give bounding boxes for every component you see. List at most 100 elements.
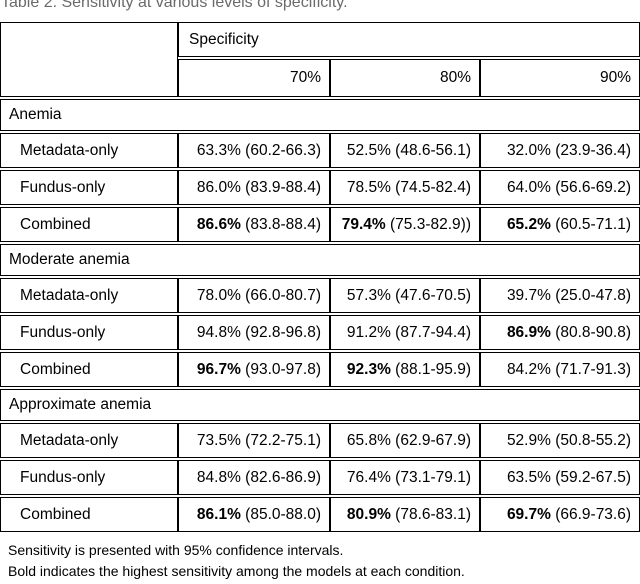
row-label: Metadata-only	[0, 278, 178, 313]
sensitivity-value: 76.4%	[346, 468, 391, 486]
confidence-interval: (59.2-67.5)	[550, 468, 632, 486]
sensitivity-value: 64.0%	[506, 178, 551, 196]
confidence-interval: (60.5-71.1)	[550, 215, 632, 233]
sensitivity-cell: 57.3% (47.6-70.5)	[330, 278, 480, 313]
confidence-interval: (92.8-96.8)	[240, 323, 321, 341]
sensitivity-value: 80.9%	[346, 505, 391, 523]
sensitivity-cell: 65.8% (62.9-67.9)	[330, 423, 480, 458]
column-headers-row: 70% 80% 90%	[0, 59, 640, 97]
corner-cell	[0, 22, 178, 97]
sensitivity-cell: 63.5% (59.2-67.5)	[480, 460, 640, 495]
confidence-interval: (75.3-82.9))	[385, 215, 471, 233]
sensitivity-value: 86.1%	[196, 505, 241, 523]
row-label: Metadata-only	[0, 133, 178, 168]
sensitivity-value: 78.0%	[196, 286, 241, 304]
row-label: Combined	[0, 497, 178, 532]
sensitivity-cell: 86.9% (80.8-90.8)	[480, 315, 640, 350]
confidence-interval: (83.8-88.4)	[240, 215, 321, 233]
table-caption-container: Table 2. Sensitivity at various levels o…	[0, 0, 640, 20]
sensitivity-cell: 39.7% (25.0-47.8)	[480, 278, 640, 313]
row-label: Combined	[0, 352, 178, 387]
sensitivity-value: 65.8%	[346, 431, 391, 449]
sensitivity-value: 65.2%	[506, 215, 551, 233]
table-row: Fundus-only 86.0% (83.9-88.4) 78.5% (74.…	[0, 170, 640, 205]
sensitivity-value: 86.0%	[196, 178, 241, 196]
confidence-interval: (23.9-36.4)	[550, 141, 632, 159]
table-row: Metadata-only 73.5% (72.2-75.1) 65.8% (6…	[0, 423, 640, 458]
confidence-interval: (66.0-80.7)	[240, 286, 321, 304]
sensitivity-value: 32.0%	[506, 141, 551, 159]
sensitivity-value: 52.9%	[506, 431, 551, 449]
table-caption: Table 2. Sensitivity at various levels o…	[1, 0, 348, 11]
confidence-interval: (71.7-91.3)	[550, 360, 632, 378]
sensitivity-cell: 86.6% (83.8-88.4)	[178, 207, 330, 242]
sensitivity-cell: 63.3% (60.2-66.3)	[178, 133, 330, 168]
sensitivity-value: 78.5%	[346, 178, 391, 196]
section-label: Moderate anemia	[0, 244, 640, 276]
confidence-interval: (25.0-47.8)	[550, 286, 632, 304]
sensitivity-value: 96.7%	[196, 360, 241, 378]
sensitivity-cell: 84.8% (82.6-86.9)	[178, 460, 330, 495]
sensitivity-value: 84.2%	[506, 360, 551, 378]
row-label: Combined	[0, 207, 178, 242]
sensitivity-value: 94.8%	[196, 323, 241, 341]
confidence-interval: (62.9-67.9)	[390, 431, 471, 449]
sensitivity-value: 69.7%	[506, 505, 551, 523]
confidence-interval: (73.1-79.1)	[390, 468, 471, 486]
table-row: Fundus-only 94.8% (92.8-96.8) 91.2% (87.…	[0, 315, 640, 350]
confidence-interval: (88.1-95.9)	[390, 360, 471, 378]
sensitivity-value: 57.3%	[346, 286, 391, 304]
sensitivity-cell: 78.0% (66.0-80.7)	[178, 278, 330, 313]
table-row: Metadata-only 63.3% (60.2-66.3) 52.5% (4…	[0, 133, 640, 168]
confidence-interval: (83.9-88.4)	[240, 178, 321, 196]
sensitivity-cell: 65.2% (60.5-71.1)	[480, 207, 640, 242]
sensitivity-cell: 69.7% (66.9-73.6)	[480, 497, 640, 532]
section-label: Approximate anemia	[0, 389, 640, 421]
sensitivity-cell: 94.8% (92.8-96.8)	[178, 315, 330, 350]
sensitivity-cell: 52.9% (50.8-55.2)	[480, 423, 640, 458]
sensitivity-cell: 86.1% (85.0-88.0)	[178, 497, 330, 532]
sensitivity-cell: 86.0% (83.9-88.4)	[178, 170, 330, 205]
sensitivity-cell: 76.4% (73.1-79.1)	[330, 460, 480, 495]
footnote-confidence-intervals: Sensitivity is presented with 95% confid…	[8, 542, 344, 558]
table-row: Combined 86.6% (83.8-88.4) 79.4% (75.3-8…	[0, 207, 640, 242]
sensitivity-value: 39.7%	[506, 286, 551, 304]
table-row: Combined 96.7% (93.0-97.8) 92.3% (88.1-9…	[0, 352, 640, 387]
sensitivity-table: Specificity 70% 80% 90% Anemia Metadata-…	[0, 20, 640, 534]
sensitivity-value: 86.6%	[196, 215, 241, 233]
sensitivity-cell: 32.0% (23.9-36.4)	[480, 133, 640, 168]
section-row-moderate-anemia: Moderate anemia	[0, 244, 640, 276]
row-label: Fundus-only	[0, 315, 178, 350]
sensitivity-cell: 91.2% (87.7-94.4)	[330, 315, 480, 350]
confidence-interval: (47.6-70.5)	[390, 286, 471, 304]
confidence-interval: (74.5-82.4)	[390, 178, 471, 196]
sensitivity-value: 63.3%	[196, 141, 241, 159]
sensitivity-cell: 78.5% (74.5-82.4)	[330, 170, 480, 205]
confidence-interval: (78.6-83.1)	[390, 505, 471, 523]
confidence-interval: (48.6-56.1)	[390, 141, 471, 159]
sensitivity-cell: 92.3% (88.1-95.9)	[330, 352, 480, 387]
sensitivity-cell: 84.2% (71.7-91.3)	[480, 352, 640, 387]
footnote-bold-meaning: Bold indicates the highest sensitivity a…	[8, 563, 465, 579]
sensitivity-value: 91.2%	[346, 323, 391, 341]
section-row-anemia: Anemia	[0, 99, 640, 131]
col-header-90: 90%	[480, 59, 640, 97]
sensitivity-value: 84.8%	[196, 468, 241, 486]
table-row: Fundus-only 84.8% (82.6-86.9) 76.4% (73.…	[0, 460, 640, 495]
confidence-interval: (60.2-66.3)	[240, 141, 321, 159]
sensitivity-cell: 79.4% (75.3-82.9))	[330, 207, 480, 242]
sensitivity-value: 73.5%	[196, 431, 241, 449]
row-label: Fundus-only	[0, 460, 178, 495]
table-footnotes: Sensitivity is presented with 95% confid…	[8, 540, 640, 582]
sensitivity-cell: 73.5% (72.2-75.1)	[178, 423, 330, 458]
confidence-interval: (80.8-90.8)	[550, 323, 632, 341]
row-label: Fundus-only	[0, 170, 178, 205]
sensitivity-cell: 80.9% (78.6-83.1)	[330, 497, 480, 532]
group-header-row: Specificity	[0, 22, 640, 97]
row-label: Metadata-only	[0, 423, 178, 458]
confidence-interval: (87.7-94.4)	[390, 323, 471, 341]
confidence-interval: (82.6-86.9)	[240, 468, 321, 486]
table-row: Combined 86.1% (85.0-88.0) 80.9% (78.6-8…	[0, 497, 640, 532]
sensitivity-value: 63.5%	[506, 468, 551, 486]
sensitivity-value: 52.5%	[346, 141, 391, 159]
